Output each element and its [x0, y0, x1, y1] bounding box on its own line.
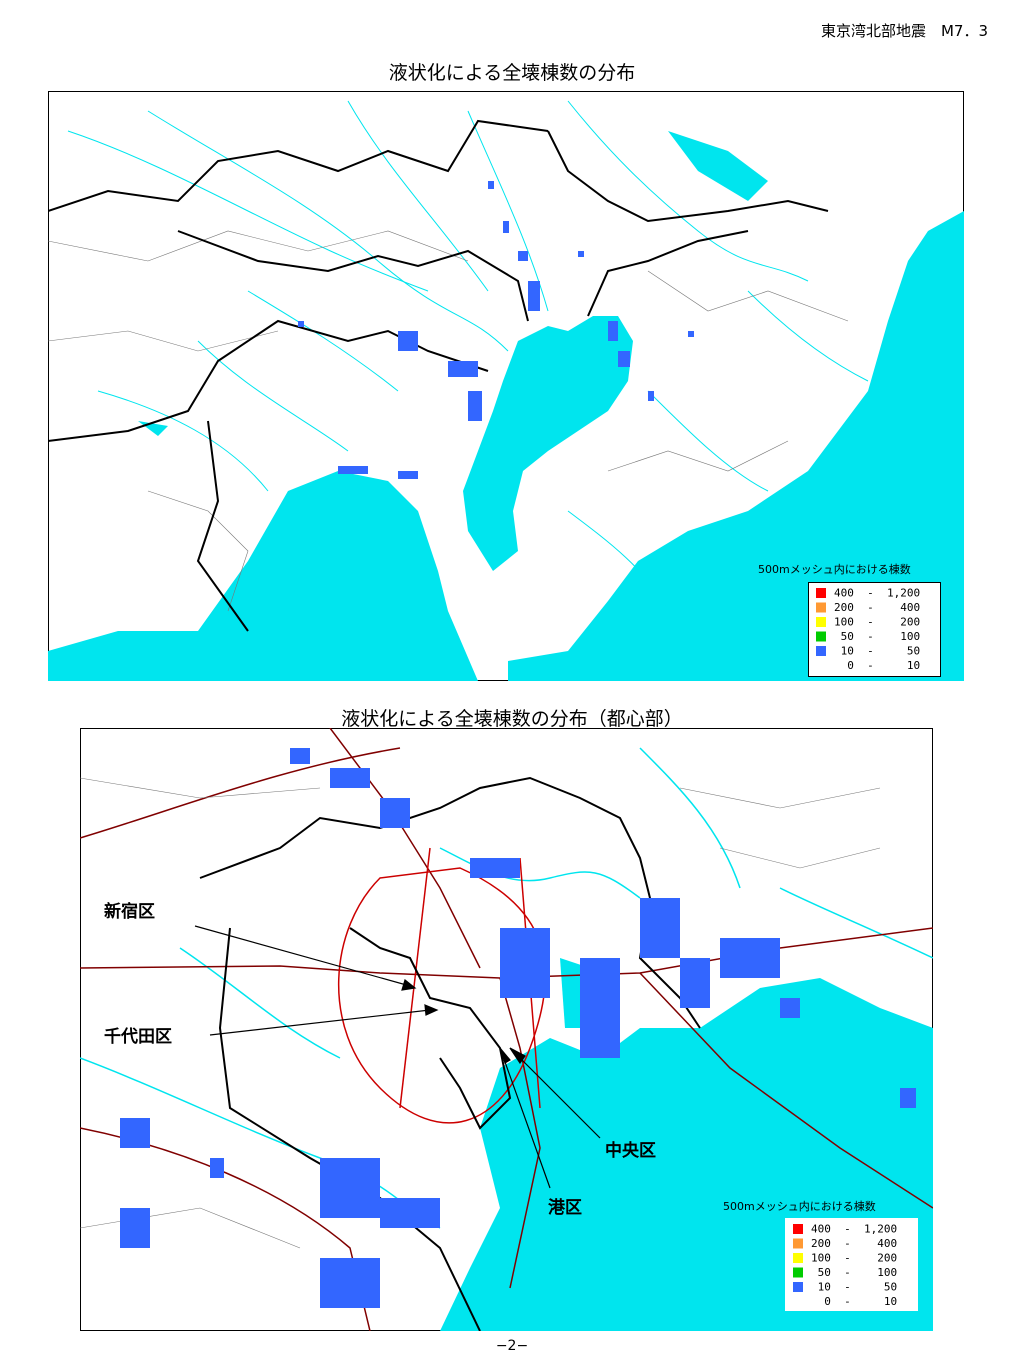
- legend-label: 400 - 1,200: [834, 587, 920, 600]
- legend-swatch: [793, 1253, 803, 1263]
- legend-label: 200 - 400: [834, 601, 920, 614]
- legend-swatch: [816, 588, 826, 598]
- legend-swatch: [793, 1224, 803, 1234]
- area-label: 中央区: [605, 1141, 656, 1161]
- legend-label: 100 - 200: [811, 1252, 897, 1265]
- map: [48, 91, 964, 681]
- legend-label: 400 - 1,200: [811, 1223, 897, 1236]
- map-title: 液状化による全壊棟数の分布: [388, 62, 636, 84]
- legend-label: 100 - 200: [834, 616, 920, 629]
- area-label: 千代田区: [104, 1027, 172, 1047]
- legend-swatch: [793, 1282, 803, 1292]
- area-label: 港区: [548, 1198, 582, 1218]
- legend-title: 500mメッシュ内における棟数: [758, 563, 911, 576]
- legend-title: 500mメッシュ内における棟数: [723, 1200, 876, 1213]
- legend-label: 10 - 50: [834, 645, 920, 658]
- legend-label: 50 - 100: [811, 1266, 897, 1279]
- map: [80, 728, 933, 1331]
- legend-swatch: [815, 660, 827, 671]
- header-caption: 東京湾北部地震 M7．3: [820, 22, 988, 40]
- legend-swatch: [816, 617, 826, 627]
- legend-swatch: [816, 602, 826, 613]
- legend-swatch: [793, 1238, 803, 1249]
- legend-label: 50 - 100: [834, 630, 920, 643]
- page-number: −2−: [495, 1338, 529, 1354]
- area-label: 新宿区: [104, 902, 155, 922]
- legend-swatch: [793, 1267, 803, 1278]
- legend-label: 0 - 10: [834, 659, 920, 672]
- legend-label: 200 - 400: [811, 1237, 897, 1250]
- legend-label: 10 - 50: [811, 1281, 897, 1294]
- legend-label: 0 - 10: [811, 1295, 897, 1308]
- map-title: 液状化による全壊棟数の分布（都心部）: [341, 708, 683, 730]
- legend-swatch: [816, 631, 826, 642]
- legend-swatch: [816, 646, 826, 656]
- legend-swatch: [792, 1296, 804, 1307]
